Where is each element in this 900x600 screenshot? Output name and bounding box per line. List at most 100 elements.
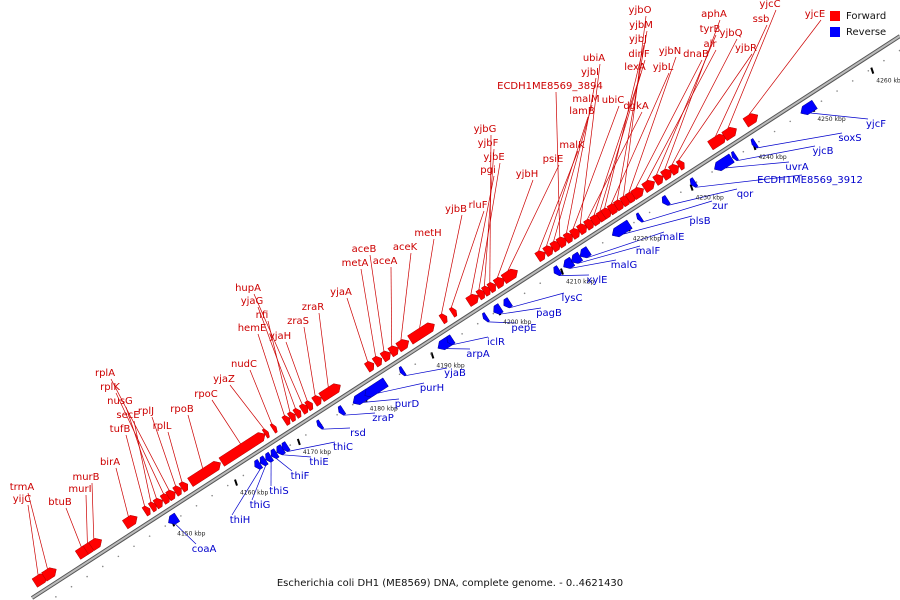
gene-label-alr: alr (703, 39, 717, 50)
connector-ssb (715, 24, 768, 137)
axis-tick-mark (234, 479, 238, 486)
connector-yijc (27, 504, 39, 576)
minor-tick-dot (86, 575, 88, 578)
gene-label-yjbb: yjbB (445, 204, 467, 215)
forward-gene-rpla (165, 489, 176, 502)
gene-label-yjbf: yjbF (478, 138, 499, 149)
gene-label-soxs: soxS (838, 133, 861, 144)
forward-gene-yjbi (562, 232, 573, 244)
gene-label-coaa: coaA (192, 544, 217, 555)
forward-gene-heme (281, 415, 291, 426)
connector-rplj (151, 416, 176, 487)
gene-label-thig: thiG (250, 500, 271, 511)
connector-pagb (499, 307, 542, 315)
connector-rpla (110, 378, 170, 491)
connector-thic (287, 441, 336, 452)
connector-uvra (725, 161, 790, 169)
axis-tick-label: 4210 kbp (566, 279, 594, 286)
minor-tick-dot (711, 171, 713, 173)
forward-gene-yjbf (480, 285, 491, 297)
forward-gene-zras (311, 395, 322, 407)
gene-label-rluf: rluF (469, 200, 488, 211)
gene-label-yjbo: yjbO (629, 5, 652, 16)
gene-label-yjcf: yjcF (866, 119, 886, 130)
strand-legend: Forward Reverse (830, 8, 894, 40)
minor-tick-dot (164, 525, 167, 527)
minor-tick-dot (336, 413, 338, 416)
gene-label-yjbl: yjbL (653, 62, 674, 73)
connector-rpob (187, 414, 204, 469)
gene-label-malk: malK (559, 140, 585, 151)
minor-tick-dot (148, 535, 151, 537)
gene-label-apha: aphA (701, 9, 727, 20)
minor-tick-dot (117, 555, 120, 558)
connector-meta (360, 268, 376, 357)
forward-gene-yjag (292, 407, 302, 419)
connector-xyle (559, 274, 590, 276)
reverse-gene-thih (254, 458, 264, 470)
forward-gene-ubia (576, 223, 588, 236)
reverse-gene-soxs (750, 138, 759, 149)
minor-tick-dot (414, 363, 417, 365)
reverse-gene-zrap (337, 405, 347, 416)
gene-label-pepe: pepE (511, 323, 536, 334)
minor-tick-dot (539, 282, 542, 285)
gene-label-qor: qor (737, 189, 754, 200)
connector-yjbm (616, 30, 648, 201)
connector-yjbb (441, 214, 463, 314)
minor-tick-dot (648, 211, 651, 214)
connector-murb (91, 482, 95, 540)
reverse-gene-rsd (316, 419, 325, 430)
connector-yjcb (736, 145, 816, 162)
gene-label-rplj: rplJ (138, 406, 154, 417)
axis-tick-label: 4180 kbp (370, 406, 398, 413)
axis-tick-mark (560, 268, 564, 275)
connector-iclr (452, 336, 489, 346)
forward-gene-trma (41, 567, 57, 582)
connector-malf (578, 245, 641, 264)
forward-gene-bira (121, 515, 138, 530)
connector-yjbi (566, 77, 597, 233)
gene-label-yjab: yjaB (444, 368, 466, 379)
reverse-gene-yjcf (800, 99, 818, 116)
reverse-gene-zur (635, 212, 644, 223)
connector-apha (664, 19, 721, 170)
forward-gene-yjaa (363, 361, 375, 373)
connector-thif (276, 458, 293, 472)
minor-tick-dot (242, 474, 245, 477)
legend-item-forward: Forward (830, 8, 894, 24)
axis-tick-mark (689, 184, 694, 191)
gene-label-lexa: lexA (624, 62, 646, 73)
minor-tick-dot (70, 585, 73, 588)
gene-label-dgka: dgkA (623, 101, 648, 112)
minor-tick-dot (742, 150, 745, 153)
connector-yjag (257, 306, 296, 409)
gene-label-aceb: aceB (352, 244, 377, 255)
connector-yjbo (623, 15, 647, 197)
minor-tick-dot (492, 312, 495, 315)
axis-tick-mark (870, 67, 875, 74)
gene-label-purd: purD (395, 399, 420, 410)
minor-tick-dot (351, 403, 354, 406)
gene-features (31, 99, 818, 588)
connector-heme (257, 333, 285, 416)
gene-label-zur: zur (712, 201, 729, 212)
reverse-gene-male (579, 246, 592, 259)
connector-yjbq (671, 38, 738, 165)
forward-gene-lamb (542, 245, 554, 258)
axis-tick-label: 4150 kbp (177, 530, 205, 537)
gene-label-dnab: dnaB (683, 49, 709, 60)
minor-tick-dot (695, 181, 698, 183)
connector-yjbe (478, 162, 501, 290)
reverse-gene-plsb (611, 219, 633, 238)
reverse-gene-qor (661, 194, 671, 206)
minor-tick-dot (851, 80, 854, 82)
reverse-gene-pagb (493, 303, 504, 315)
connector-yjbl (610, 72, 670, 204)
gene-label-malf: malF (636, 246, 661, 257)
gene-label-heme: hemE (238, 323, 267, 334)
forward-gene-yjbh (492, 277, 505, 290)
connector-male (586, 231, 665, 259)
reverse-gene-coaa (168, 512, 181, 525)
